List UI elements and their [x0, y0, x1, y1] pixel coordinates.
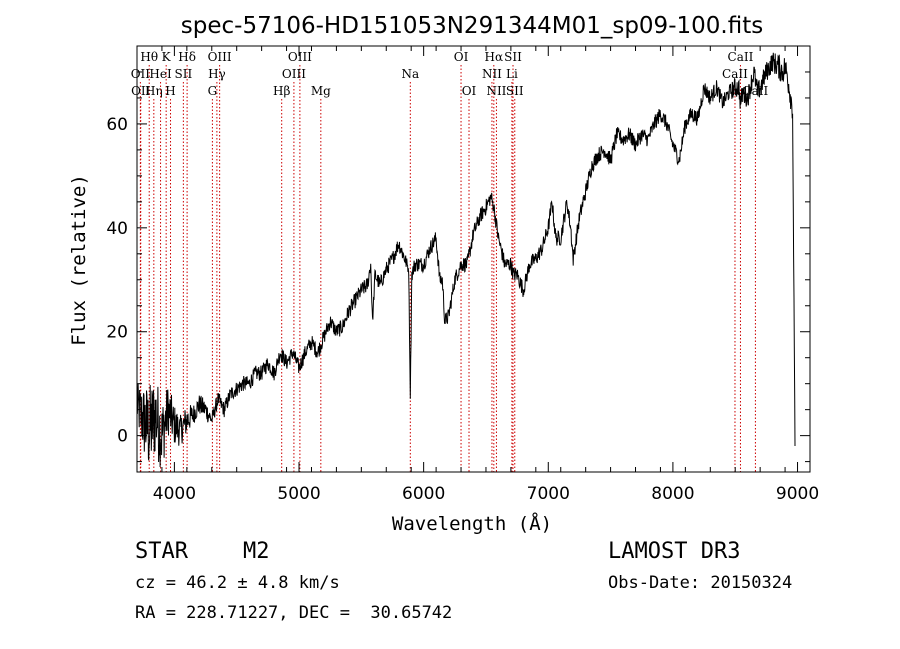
- y-tick-label: 40: [106, 219, 128, 239]
- line-marker-label: Hα: [485, 50, 504, 64]
- line-marker-label: OIII: [282, 67, 306, 81]
- line-marker-label: CaII: [722, 67, 748, 81]
- line-marker-label: OIII: [288, 50, 312, 64]
- line-marker-label: G: [208, 84, 218, 98]
- line-marker-label: SII: [506, 84, 524, 98]
- y-tick-label: 20: [106, 323, 128, 343]
- line-marker-label: OII: [131, 84, 151, 98]
- line-marker-label: CaII: [728, 50, 754, 64]
- line-marker-label: Na: [401, 67, 419, 81]
- line-marker-label: H: [165, 84, 175, 98]
- object-subclass: M2: [243, 539, 270, 564]
- redshift-value: cz = 46.2 ± 4.8 km/s: [135, 573, 340, 593]
- x-tick-label: 8000: [651, 484, 694, 504]
- line-marker-label: HeI: [149, 67, 172, 81]
- line-marker-label: Hγ: [208, 67, 226, 81]
- x-tick-label: 4000: [153, 484, 196, 504]
- x-tick-label: 6000: [402, 484, 445, 504]
- line-marker-label: OI: [462, 84, 477, 98]
- line-marker-label: OI: [454, 50, 469, 64]
- x-tick-label: 7000: [527, 484, 570, 504]
- line-marker-label: OIII: [208, 50, 232, 64]
- spectrum-line: [136, 52, 796, 468]
- x-axis-label: Wavelength (Å): [392, 512, 552, 535]
- coordinates: RA = 228.71227, DEC = 30.65742: [135, 603, 453, 623]
- x-axis: 4000 5000 6000 7000 8000 9000: [136, 46, 819, 504]
- y-tick-label: 0: [117, 427, 128, 447]
- y-tick-label: 60: [106, 115, 128, 135]
- survey-name: LAMOST DR3: [608, 539, 741, 564]
- plot-frame: [136, 45, 811, 473]
- x-tick-label: 5000: [277, 484, 320, 504]
- line-marker-label: NII: [486, 84, 506, 98]
- line-marker-label: K: [162, 50, 172, 64]
- object-class: STAR: [135, 539, 188, 564]
- line-marker-label: Mg: [311, 84, 331, 98]
- line-marker-label: Hβ: [273, 84, 290, 98]
- observation-date: Obs-Date: 20150324: [608, 573, 793, 593]
- line-marker-label: Hδ: [178, 50, 196, 64]
- chart-title: spec-57106-HD151053N291344M01_sp09-100.f…: [181, 13, 763, 39]
- line-marker-label: NII: [482, 67, 502, 81]
- line-marker-label: Hη: [145, 84, 163, 98]
- line-marker-label: Li: [506, 67, 518, 81]
- y-axis-label: Flux (relative): [68, 174, 90, 346]
- line-marker-label: SII: [504, 50, 522, 64]
- x-tick-label: 9000: [776, 484, 819, 504]
- line-marker-label: SII: [175, 67, 193, 81]
- line-marker-label: Hθ: [140, 50, 158, 64]
- line-marker-label: OII: [131, 67, 151, 81]
- spectrum-series: [136, 52, 796, 468]
- y-axis: 0 20 40 60: [106, 45, 810, 463]
